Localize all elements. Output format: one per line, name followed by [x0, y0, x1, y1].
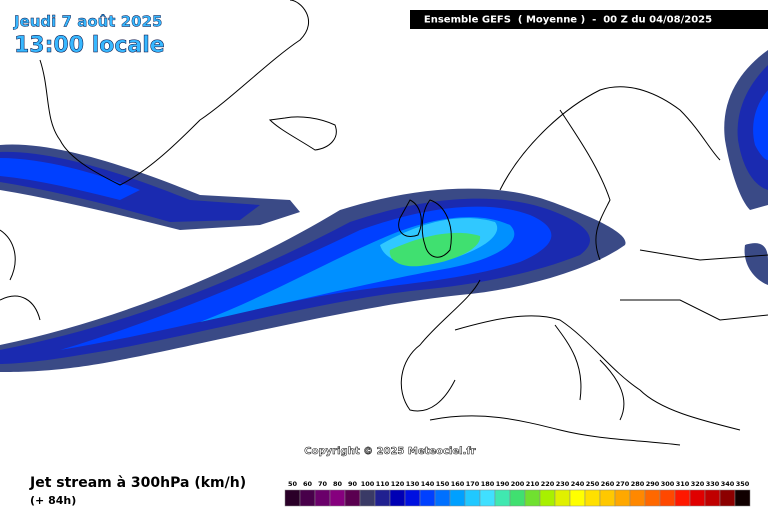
legend-label: 170 [466, 480, 480, 488]
local-time: 13:00 locale [14, 33, 165, 58]
legend-swatch [674, 489, 691, 507]
legend-label: 100 [361, 480, 375, 488]
date: Jeudi 7 août 2025 [13, 13, 162, 31]
legend-swatch [344, 489, 361, 507]
legend-label: 150 [436, 480, 450, 488]
legend-swatch [389, 489, 406, 507]
legend-swatch [554, 489, 571, 507]
legend-label: 140 [421, 480, 435, 488]
legend-swatch [524, 489, 541, 507]
legend-label: 200 [511, 480, 525, 488]
legend-swatch [599, 489, 616, 507]
legend-label: 260 [601, 480, 615, 488]
legend-label: 60 [303, 480, 313, 488]
legend-swatch [329, 489, 346, 507]
legend-label: 130 [406, 480, 420, 488]
legend-swatch [659, 489, 676, 507]
legend-label: 250 [586, 480, 600, 488]
legend-label: 160 [451, 480, 465, 488]
legend-swatch [479, 489, 496, 507]
legend-swatch [689, 489, 706, 507]
legend-swatch [314, 489, 331, 507]
legend-label: 90 [348, 480, 358, 488]
legend-label: 220 [541, 480, 555, 488]
legend-label: 310 [676, 480, 690, 488]
legend-swatch [644, 489, 661, 507]
legend-swatch [614, 489, 631, 507]
legend-swatch [704, 489, 721, 507]
legend-swatch [584, 489, 601, 507]
footer-title: Jet stream à 300hPa (km/h) [29, 475, 246, 491]
legend-swatch [299, 489, 316, 507]
jet-stream [0, 50, 768, 372]
legend-label: 350 [736, 480, 750, 488]
legend-swatch [719, 489, 736, 507]
legend-swatch [359, 489, 376, 507]
legend-label: 230 [556, 480, 570, 488]
legend-swatch [284, 489, 301, 507]
legend-label: 300 [661, 480, 675, 488]
legend-label: 240 [571, 480, 585, 488]
legend-label: 120 [391, 480, 405, 488]
legend-label: 70 [318, 480, 328, 488]
legend-label: 180 [481, 480, 495, 488]
legend-swatch [509, 489, 526, 507]
coastlines [0, 0, 768, 446]
legend-swatch [404, 489, 421, 507]
legend-swatch [449, 489, 466, 507]
model-info: Ensemble GEFS ( Moyenne ) - 00 Z du 04/0… [424, 15, 712, 26]
legend-label: 110 [376, 480, 390, 488]
legend-label: 50 [288, 480, 298, 488]
model-box [410, 10, 768, 29]
legend-swatch [434, 489, 451, 507]
legend-swatch [464, 489, 481, 507]
legend-swatch [569, 489, 586, 507]
legend-swatch [374, 489, 391, 507]
legend-label: 330 [706, 480, 720, 488]
legend-label: 320 [691, 480, 705, 488]
color-legend: 50 60 70 80 90 100 110 120 130 140 150 160 170 180 190… [284, 480, 751, 507]
legend-swatch [494, 489, 511, 507]
legend-label: 280 [631, 480, 645, 488]
legend-label: 210 [526, 480, 540, 488]
legend-swatch [419, 489, 436, 507]
legend-label: 340 [721, 480, 735, 488]
legend-label: 270 [616, 480, 630, 488]
copyright: Copyright © 2025 Meteociel.fr [304, 446, 475, 457]
legend-swatch [539, 489, 556, 507]
lead-time: (+ 84h) [30, 494, 76, 507]
legend-label: 290 [646, 480, 660, 488]
legend-label: 190 [496, 480, 510, 488]
legend-swatch [629, 489, 646, 507]
legend-label: 80 [333, 480, 343, 488]
legend-swatch [734, 489, 751, 507]
